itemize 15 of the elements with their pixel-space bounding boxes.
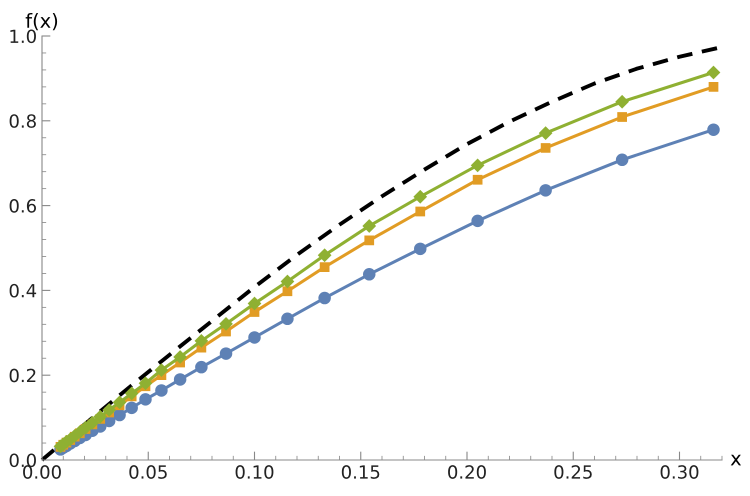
- y-tick-label: 0.4: [10, 284, 36, 298]
- x-tick-label: 0.30: [660, 465, 698, 479]
- x-tick-label: 0.10: [236, 465, 274, 479]
- y-tick-label: 1.0: [10, 29, 36, 44]
- y-tick-label: 0.0: [10, 453, 36, 468]
- y-axis-title: f(x): [26, 12, 58, 30]
- x-tick-label: 0.00: [23, 465, 61, 479]
- y-tick-label: 0.8: [10, 114, 36, 128]
- y-tick-label: 0.2: [10, 368, 36, 382]
- x-tick-label: 0.20: [448, 465, 486, 479]
- x-tick-label: 0.15: [342, 465, 380, 479]
- x-axis-title: x: [730, 454, 742, 466]
- x-tick-label: 0.05: [129, 465, 167, 479]
- y-tick-label: 0.6: [10, 199, 36, 213]
- x-tick-label: 0.25: [554, 465, 592, 479]
